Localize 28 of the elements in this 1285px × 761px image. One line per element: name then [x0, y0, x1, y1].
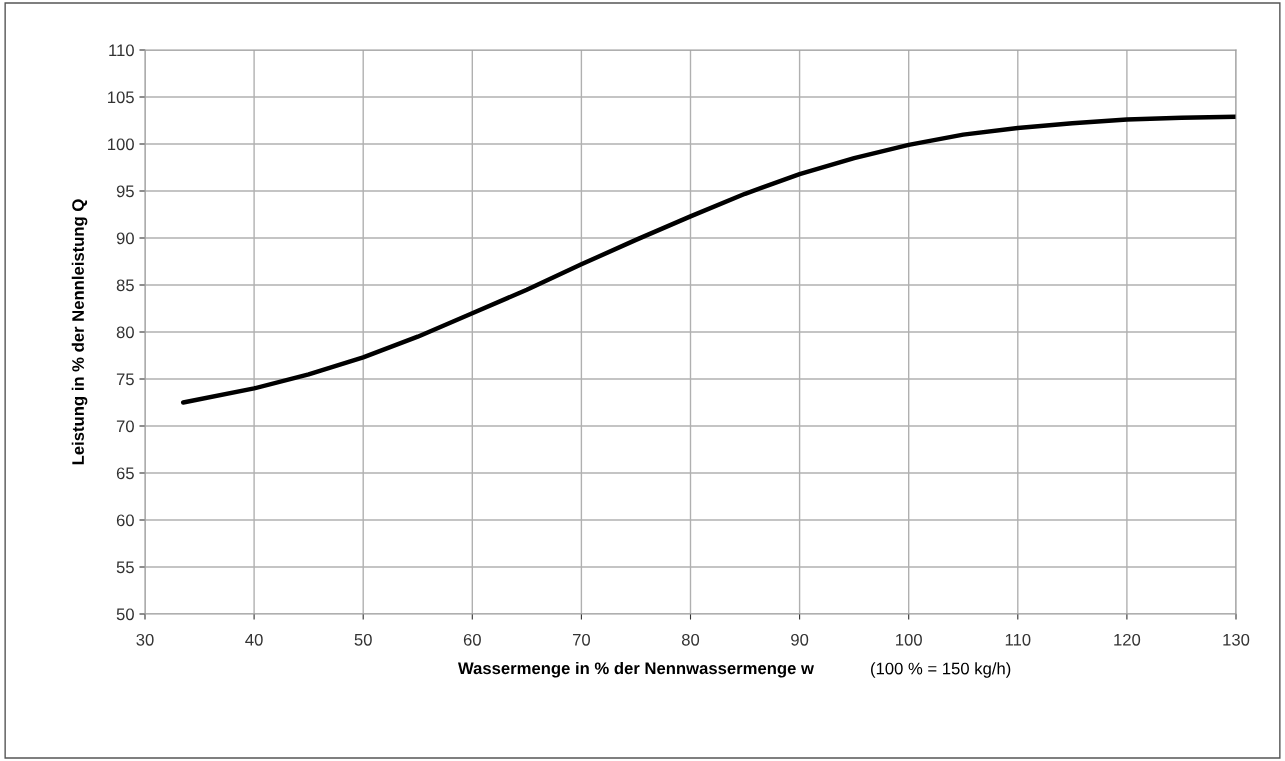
x-tick-label: 40	[245, 633, 263, 646]
x-tick-label: 70	[572, 633, 591, 646]
x-tick-label: 50	[354, 633, 372, 646]
x-tick-label: 120	[1114, 633, 1141, 646]
y-tick-label: 85	[116, 279, 134, 292]
y-tick-label: 65	[116, 467, 134, 480]
y-tick-label: 70	[116, 420, 134, 433]
y-tick-label: 100	[108, 138, 134, 151]
x-tick-label: 130	[1223, 633, 1250, 646]
y-tick-label: 90	[116, 232, 134, 245]
x-tick-label: 60	[463, 633, 481, 646]
y-tick-label: 105	[108, 91, 134, 104]
y-tick-label: 60	[116, 514, 134, 527]
x-axis-title: Wassermenge in % der Nennwassermenge w	[457, 661, 814, 678]
y-tick-label: 75	[116, 373, 134, 386]
x-tick-label: 30	[136, 633, 154, 646]
x-tick-label: 100	[896, 633, 922, 646]
y-tick-label: 95	[116, 185, 134, 198]
text: (100 % = 150 kg/h)	[871, 662, 1011, 678]
y-tick-label: 50	[116, 608, 134, 621]
y-tick-label: 80	[116, 326, 134, 339]
x-tick-label: 90	[791, 633, 809, 646]
y-tick-label: 55	[116, 561, 134, 574]
y-axis-title: Leistung in % der Nennleistung Q	[71, 199, 88, 465]
x-tick-label: 80	[681, 633, 700, 646]
y-tick-label: 110	[109, 44, 134, 57]
x-tick-label: 110	[1005, 633, 1031, 646]
line-series	[180, 114, 1236, 405]
